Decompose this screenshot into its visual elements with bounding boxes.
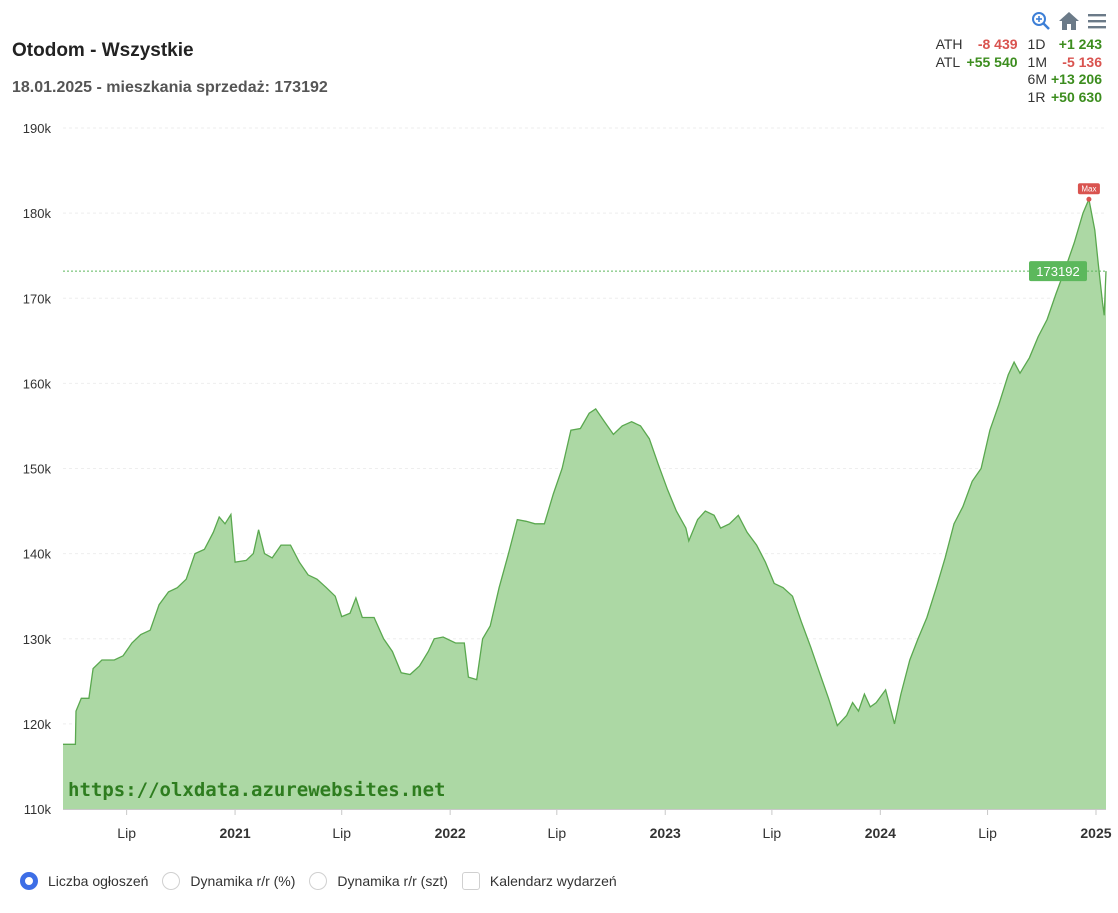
y-tick-label: 170k [23, 291, 52, 306]
stat-value [963, 71, 1018, 89]
stat-label: 1D [1018, 36, 1047, 54]
stat-label: 1M [1018, 54, 1047, 72]
menu-icon[interactable] [1086, 10, 1108, 32]
x-tick-label: Lip [763, 825, 782, 841]
x-tick-label: 2022 [435, 825, 466, 841]
y-tick-label: 120k [23, 717, 52, 732]
max-label: Max [1081, 185, 1096, 194]
legend-option[interactable]: Dynamika r/r (%) [162, 872, 295, 890]
max-point [1086, 197, 1091, 202]
stat-label [926, 71, 963, 89]
legend-option-label: Dynamika r/r (%) [190, 873, 295, 889]
stats-row: ATL +55 540 1M -5 136 [926, 54, 1102, 72]
chart-mode-legend: Liczba ogłoszeń Dynamika r/r (%) Dynamika … [20, 872, 631, 890]
checkbox[interactable] [462, 872, 480, 890]
y-tick-label: 110k [24, 802, 52, 817]
radio-button[interactable] [20, 872, 38, 890]
y-tick-label: 130k [23, 632, 52, 647]
stat-label: 1R [1018, 89, 1047, 107]
stats-panel: ATH -8 439 1D +1 243 ATL +55 540 1M -5 136 6M +13… [926, 36, 1102, 106]
x-tick-label: Lip [117, 825, 136, 841]
stat-label: ATL [926, 54, 963, 72]
chart-toolbar [1030, 10, 1108, 32]
legend-option-label: Kalendarz wydarzeń [490, 873, 617, 889]
x-tick-label: Lip [978, 825, 997, 841]
legend-option[interactable]: Kalendarz wydarzeń [462, 872, 617, 890]
stat-value: -8 439 [963, 36, 1018, 54]
stats-table: ATH -8 439 1D +1 243 ATL +55 540 1M -5 136 6M +13… [926, 36, 1102, 106]
current-value-label: 173192 [1036, 264, 1079, 279]
radio-button[interactable] [309, 872, 327, 890]
stat-label: ATH [926, 36, 963, 54]
area-chart: 110k 120k 130k 140k 150k 160k 170k 180k 190k Lip 2… [0, 110, 1118, 850]
stat-value: -5 136 [1047, 54, 1102, 72]
stat-value: +1 243 [1047, 36, 1102, 54]
stats-row: 6M +13 206 [926, 71, 1102, 89]
legend-option[interactable]: Liczba ogłoszeń [20, 872, 148, 890]
legend-option-label: Liczba ogłoszeń [48, 873, 148, 889]
x-tick-label: Lip [547, 825, 566, 841]
legend-option[interactable]: Dynamika r/r (szt) [309, 872, 447, 890]
zoom-icon[interactable] [1030, 10, 1052, 32]
chart-subtitle: 18.01.2025 - mieszkania sprzedaż: 173192 [12, 79, 328, 97]
series-area [63, 199, 1106, 809]
y-tick-label: 180k [23, 206, 52, 221]
chart-title: Otodom - Wszystkie [12, 40, 194, 62]
stats-row: ATH -8 439 1D +1 243 [926, 36, 1102, 54]
y-tick-label: 150k [23, 462, 52, 477]
stat-label [926, 89, 963, 107]
x-tick-label: 2024 [865, 825, 896, 841]
stat-value: +50 630 [1047, 89, 1102, 107]
y-tick-label: 190k [23, 121, 52, 136]
home-icon[interactable] [1058, 10, 1080, 32]
radio-button[interactable] [162, 872, 180, 890]
stats-row: 1R +50 630 [926, 89, 1102, 107]
watermark-url: https://olxdata.azurewebsites.net [68, 779, 446, 801]
legend-option-label: Dynamika r/r (szt) [337, 873, 447, 889]
stat-value: +55 540 [963, 54, 1018, 72]
stat-value [963, 89, 1018, 107]
y-tick-label: 160k [23, 376, 52, 391]
y-tick-label: 140k [23, 547, 52, 562]
x-tick-label: 2023 [650, 825, 681, 841]
stat-label: 6M [1018, 71, 1047, 89]
stat-value: +13 206 [1047, 71, 1102, 89]
x-tick-label: Lip [332, 825, 351, 841]
x-tick-label: 2025 [1080, 825, 1111, 841]
x-tick-label: 2021 [219, 825, 250, 841]
